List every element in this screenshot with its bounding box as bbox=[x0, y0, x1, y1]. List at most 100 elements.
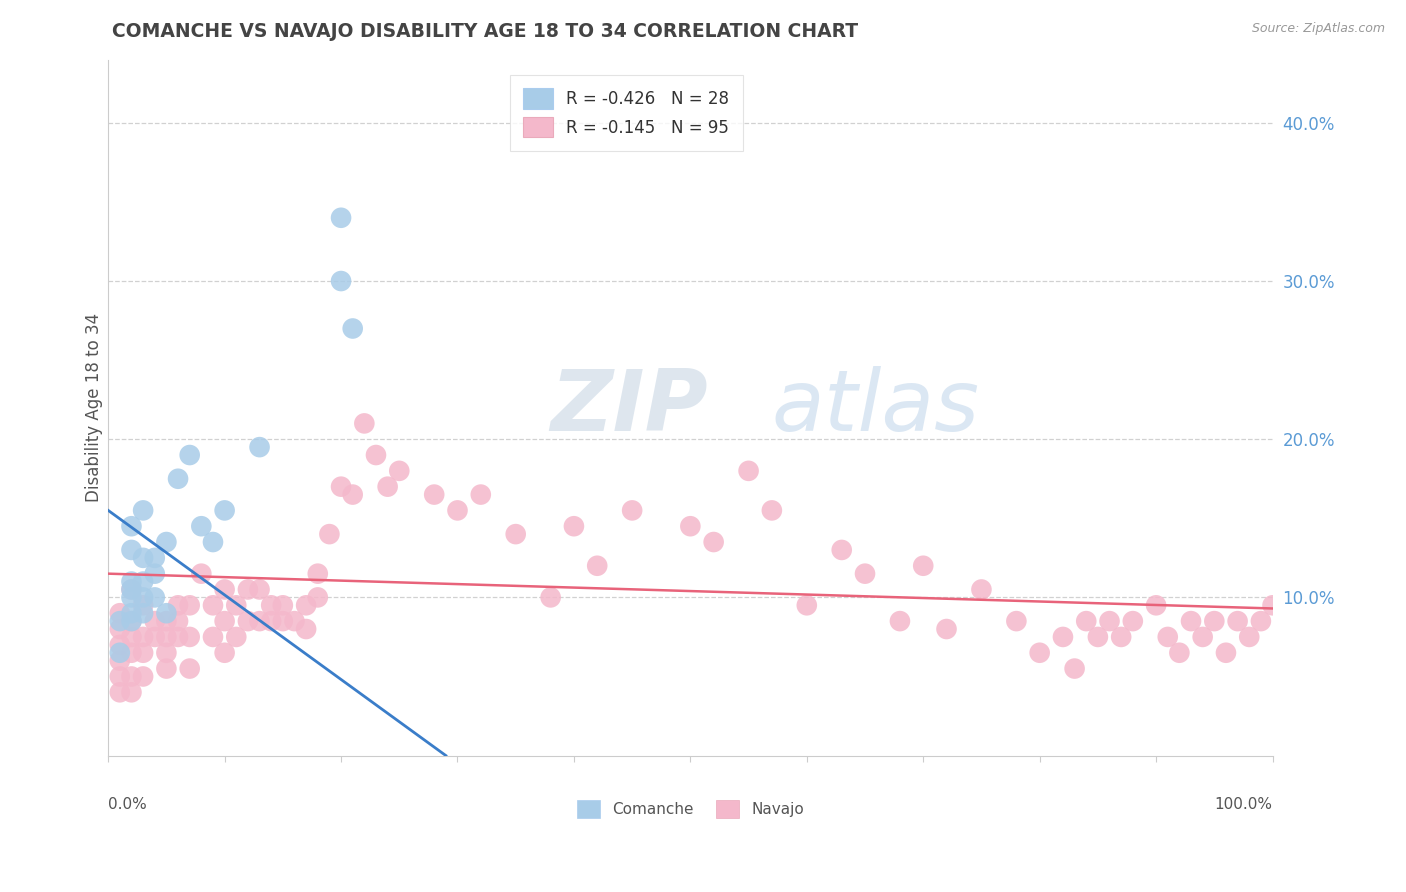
Point bbox=[108, 654, 131, 668]
Point bbox=[260, 614, 283, 628]
Point bbox=[470, 487, 492, 501]
Point bbox=[505, 527, 527, 541]
Point bbox=[108, 669, 131, 683]
Point bbox=[342, 487, 364, 501]
Point bbox=[132, 550, 155, 565]
Point bbox=[108, 685, 131, 699]
Point bbox=[108, 646, 131, 660]
Point bbox=[1076, 614, 1098, 628]
Point bbox=[132, 606, 155, 620]
Text: 0.0%: 0.0% bbox=[108, 797, 148, 813]
Point bbox=[1157, 630, 1180, 644]
Point bbox=[121, 591, 143, 605]
Point bbox=[121, 614, 143, 628]
Point bbox=[214, 582, 236, 597]
Point bbox=[155, 606, 177, 620]
Point bbox=[121, 685, 143, 699]
Point bbox=[132, 646, 155, 660]
Point bbox=[1226, 614, 1249, 628]
Point bbox=[121, 519, 143, 533]
Text: COMANCHE VS NAVAJO DISABILITY AGE 18 TO 34 CORRELATION CHART: COMANCHE VS NAVAJO DISABILITY AGE 18 TO … bbox=[112, 22, 859, 41]
Point bbox=[342, 321, 364, 335]
Point bbox=[132, 574, 155, 589]
Point bbox=[121, 543, 143, 558]
Point bbox=[143, 550, 166, 565]
Point bbox=[201, 599, 224, 613]
Point bbox=[132, 599, 155, 613]
Point bbox=[853, 566, 876, 581]
Point bbox=[155, 662, 177, 676]
Point bbox=[260, 599, 283, 613]
Point bbox=[796, 599, 818, 613]
Point bbox=[236, 582, 259, 597]
Point bbox=[970, 582, 993, 597]
Point bbox=[108, 606, 131, 620]
Text: atlas: atlas bbox=[772, 366, 980, 449]
Point bbox=[1215, 646, 1237, 660]
Point bbox=[1180, 614, 1202, 628]
Point bbox=[307, 591, 329, 605]
Point bbox=[562, 519, 585, 533]
Point bbox=[190, 519, 212, 533]
Point bbox=[121, 582, 143, 597]
Y-axis label: Disability Age 18 to 34: Disability Age 18 to 34 bbox=[86, 313, 103, 502]
Point bbox=[703, 535, 725, 549]
Point bbox=[423, 487, 446, 501]
Point bbox=[108, 614, 131, 628]
Point bbox=[586, 558, 609, 573]
Point bbox=[1261, 599, 1284, 613]
Point bbox=[179, 662, 201, 676]
Text: ZIP: ZIP bbox=[551, 366, 709, 449]
Point bbox=[143, 566, 166, 581]
Point bbox=[1191, 630, 1213, 644]
Point bbox=[225, 630, 247, 644]
Point bbox=[190, 566, 212, 581]
Point bbox=[1028, 646, 1050, 660]
Point bbox=[143, 614, 166, 628]
Point bbox=[271, 614, 294, 628]
Point bbox=[621, 503, 644, 517]
Legend: Comanche, Navajo: Comanche, Navajo bbox=[571, 794, 810, 824]
Point bbox=[1122, 614, 1144, 628]
Point bbox=[1239, 630, 1261, 644]
Point bbox=[179, 630, 201, 644]
Point bbox=[143, 630, 166, 644]
Point bbox=[1098, 614, 1121, 628]
Point bbox=[108, 638, 131, 652]
Point bbox=[155, 630, 177, 644]
Point bbox=[108, 622, 131, 636]
Point bbox=[132, 503, 155, 517]
Point bbox=[236, 614, 259, 628]
Point bbox=[121, 606, 143, 620]
Point bbox=[201, 630, 224, 644]
Point bbox=[121, 646, 143, 660]
Point bbox=[121, 582, 143, 597]
Point bbox=[167, 472, 190, 486]
Point bbox=[214, 614, 236, 628]
Point bbox=[201, 535, 224, 549]
Point bbox=[132, 630, 155, 644]
Point bbox=[155, 535, 177, 549]
Point bbox=[377, 480, 399, 494]
Point bbox=[761, 503, 783, 517]
Point bbox=[737, 464, 759, 478]
Point bbox=[121, 574, 143, 589]
Point bbox=[679, 519, 702, 533]
Point bbox=[330, 480, 353, 494]
Point bbox=[295, 622, 318, 636]
Point bbox=[831, 543, 853, 558]
Point bbox=[167, 630, 190, 644]
Point bbox=[1005, 614, 1028, 628]
Point bbox=[307, 566, 329, 581]
Point bbox=[214, 646, 236, 660]
Point bbox=[912, 558, 935, 573]
Point bbox=[132, 669, 155, 683]
Point bbox=[1168, 646, 1191, 660]
Point bbox=[155, 614, 177, 628]
Point bbox=[1052, 630, 1074, 644]
Point bbox=[167, 614, 190, 628]
Point bbox=[935, 622, 957, 636]
Point bbox=[121, 669, 143, 683]
Point bbox=[889, 614, 911, 628]
Point bbox=[1109, 630, 1132, 644]
